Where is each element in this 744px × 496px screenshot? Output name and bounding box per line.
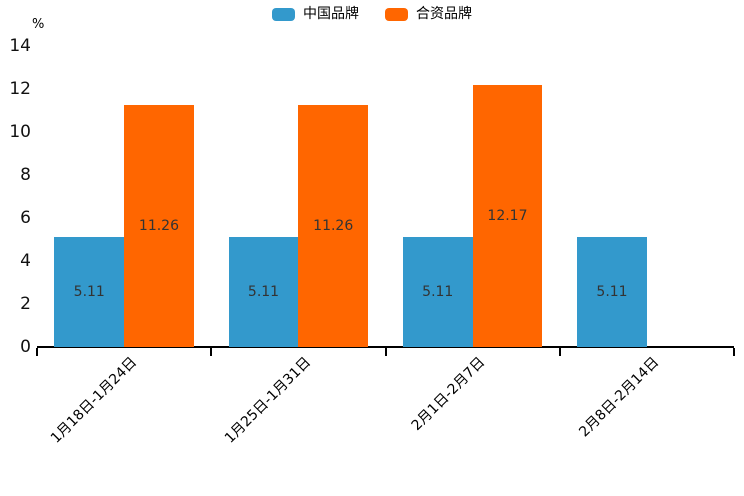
bar-value-label: 11.26 [138, 217, 180, 234]
bar-series2-cat2: 11.26 [298, 104, 369, 347]
bar-value-label: 5.11 [422, 284, 454, 301]
bar-series1-cat4: 5.11 [577, 237, 647, 347]
y-tick-label: 2 [20, 294, 31, 314]
bar-series2-cat1: 11.26 [124, 104, 194, 347]
legend: 中国品牌 合资品牌 [0, 7, 744, 21]
legend-swatch-joint-venture-brands [385, 7, 408, 21]
y-tick-label: 14 [9, 36, 31, 56]
y-tick-label: 12 [9, 79, 31, 99]
bar-value-label: 5.11 [596, 284, 628, 301]
y-tick-label: 8 [20, 165, 31, 185]
y-tick-label: 0 [20, 337, 31, 357]
x-tick [36, 348, 38, 356]
bar-series2-cat3: 12.17 [472, 85, 543, 347]
x-tick [558, 348, 561, 356]
x-tick-label-4: 2月8日-2月14日 [576, 354, 663, 441]
x-tick-label-2: 1月25日-1月31日 [221, 354, 314, 447]
bar-value-label: 5.11 [247, 284, 280, 301]
legend-label-joint-venture-brands: 合资品牌 [416, 6, 472, 22]
bar-series1-cat1: 5.11 [54, 237, 125, 347]
y-tick-label: 4 [20, 251, 31, 271]
bar-value-label: 5.11 [73, 284, 105, 301]
x-tick [384, 348, 387, 356]
legend-item-joint-venture-brands: 合资品牌 [385, 7, 472, 21]
x-axis-line [37, 346, 734, 348]
legend-swatch-china-brands [272, 7, 295, 21]
y-tick-label: 6 [20, 208, 31, 228]
bar-series1-cat2: 5.11 [228, 237, 299, 347]
y-axis-unit-label: % [32, 17, 45, 32]
x-tick [210, 348, 213, 356]
bar-series1-cat3: 5.11 [402, 237, 473, 347]
x-tick-label-3: 2月1日-2月7日 [408, 354, 489, 434]
y-tick-label: 10 [9, 122, 31, 142]
legend-label-china-brands: 中国品牌 [303, 6, 359, 22]
legend-item-china-brands: 中国品牌 [272, 7, 359, 21]
bar-value-label: 11.26 [313, 217, 354, 234]
x-tick-label-1: 1月18日-1月24日 [47, 354, 140, 447]
bar-value-label: 12.17 [487, 208, 528, 225]
x-tick [733, 348, 735, 356]
